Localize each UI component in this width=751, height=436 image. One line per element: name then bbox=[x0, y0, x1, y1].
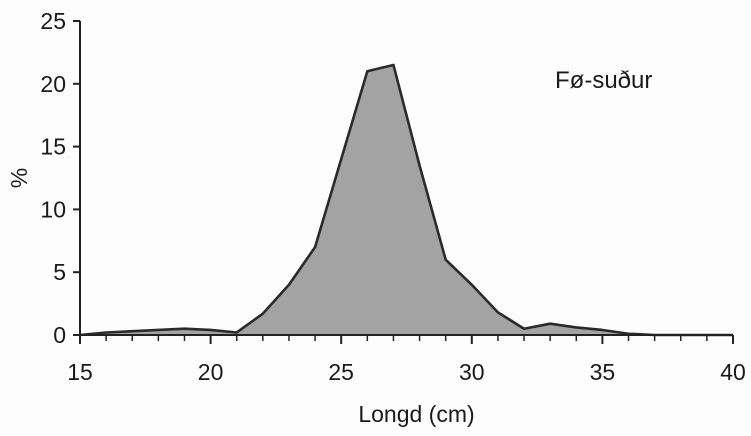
y-tick-label: 5 bbox=[53, 259, 66, 285]
x-tick-label: 15 bbox=[67, 359, 93, 385]
area-line bbox=[79, 63, 733, 337]
tick-labels-layer: 0 5 10 15 20 25 15 20 25 30 35 40 bbox=[40, 8, 745, 385]
y-tick-label: 20 bbox=[40, 71, 66, 97]
x-tick-label: 35 bbox=[590, 359, 616, 385]
area-layer bbox=[79, 63, 733, 337]
y-tick-label: 15 bbox=[40, 134, 66, 160]
x-tick-label: 40 bbox=[720, 359, 746, 385]
y-tick-label: 10 bbox=[40, 196, 66, 222]
x-axis-title: Longd (cm) bbox=[358, 401, 474, 427]
x-tick-label: 20 bbox=[198, 359, 224, 385]
x-tick-label: 25 bbox=[328, 359, 354, 385]
chart-annotation: Fø-suður bbox=[555, 67, 652, 94]
x-tick-label: 30 bbox=[459, 359, 485, 385]
y-tick-label: 0 bbox=[53, 322, 66, 348]
axes-layer bbox=[73, 20, 734, 344]
y-axis-title: % bbox=[6, 168, 32, 188]
y-tick-label: 25 bbox=[40, 8, 66, 34]
area-fill bbox=[80, 64, 733, 336]
